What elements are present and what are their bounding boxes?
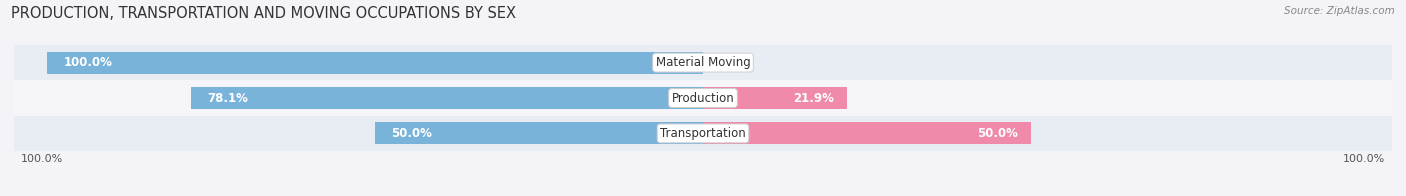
- Text: Transportation: Transportation: [661, 127, 745, 140]
- Bar: [375, 122, 703, 144]
- Text: 50.0%: 50.0%: [977, 127, 1018, 140]
- Text: 100.0%: 100.0%: [63, 56, 112, 69]
- Text: Material Moving: Material Moving: [655, 56, 751, 69]
- Text: 0.0%: 0.0%: [713, 56, 745, 69]
- Bar: [191, 87, 703, 109]
- Bar: [14, 80, 1392, 116]
- Text: 100.0%: 100.0%: [1343, 154, 1385, 164]
- Bar: [14, 45, 1392, 80]
- Text: Source: ZipAtlas.com: Source: ZipAtlas.com: [1284, 6, 1395, 16]
- Bar: [14, 116, 1392, 151]
- Text: 50.0%: 50.0%: [391, 127, 432, 140]
- Bar: [46, 52, 703, 74]
- Text: Production: Production: [672, 92, 734, 104]
- Text: 21.9%: 21.9%: [793, 92, 834, 104]
- Bar: [703, 87, 846, 109]
- Text: PRODUCTION, TRANSPORTATION AND MOVING OCCUPATIONS BY SEX: PRODUCTION, TRANSPORTATION AND MOVING OC…: [11, 6, 516, 21]
- Bar: [703, 122, 1031, 144]
- Text: 100.0%: 100.0%: [21, 154, 63, 164]
- Text: 78.1%: 78.1%: [207, 92, 247, 104]
